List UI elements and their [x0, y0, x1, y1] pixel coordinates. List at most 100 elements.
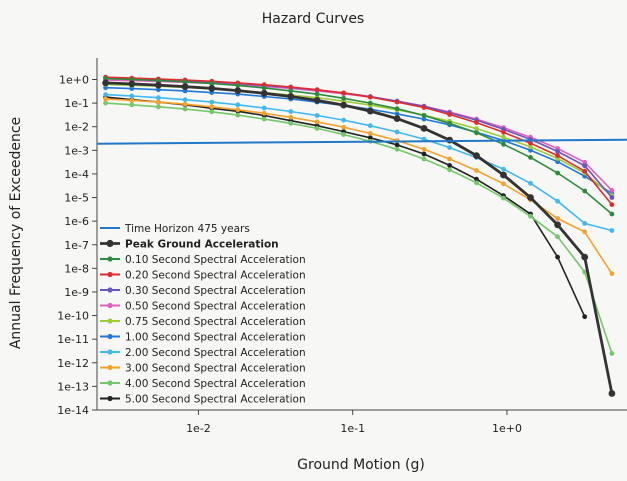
data-point	[555, 234, 560, 240]
y-tick-label: 1e-3	[64, 144, 89, 157]
data-point	[103, 96, 108, 102]
legend-marker	[107, 333, 113, 340]
data-point	[501, 166, 506, 172]
data-point	[288, 120, 294, 126]
data-point	[366, 107, 374, 115]
data-point	[447, 163, 452, 168]
data-point	[582, 168, 588, 174]
data-point	[128, 80, 136, 88]
data-point	[156, 78, 161, 83]
data-point	[582, 221, 588, 226]
data-point	[447, 112, 452, 117]
data-point	[528, 180, 533, 186]
data-point	[421, 146, 427, 152]
data-point	[103, 76, 108, 81]
data-point	[181, 83, 189, 90]
chart-title: Hazard Curves	[262, 11, 364, 27]
legend-label: 1.00 Second Spectral Acceleration	[125, 332, 306, 344]
data-point	[155, 81, 162, 89]
data-point	[288, 114, 294, 120]
y-tick-label: 1e-2	[64, 121, 89, 134]
data-point	[394, 146, 400, 152]
data-point	[501, 129, 506, 135]
data-point	[209, 81, 215, 86]
data-point	[156, 95, 161, 101]
data-point	[421, 116, 427, 122]
data-point	[367, 100, 373, 106]
data-point	[394, 106, 400, 112]
legend-marker	[107, 318, 113, 324]
data-point	[261, 116, 267, 122]
data-point	[609, 271, 615, 276]
y-tick-label: 1e-6	[64, 215, 89, 228]
y-axis-title: Annual Frequency of Exceedence	[8, 117, 24, 349]
y-tick-label: 1e-7	[64, 239, 89, 252]
legend-label: 0.30 Second Spectral Acceleration	[125, 285, 306, 297]
legend-marker	[107, 380, 113, 386]
data-point	[129, 77, 135, 82]
x-tick-label: 1e+0	[492, 422, 522, 435]
data-point	[341, 95, 346, 101]
data-point	[500, 171, 507, 179]
data-point	[129, 102, 135, 108]
data-point	[314, 113, 320, 118]
data-point	[394, 111, 400, 117]
data-point	[209, 109, 215, 115]
data-point	[235, 102, 241, 108]
data-point	[501, 134, 506, 140]
data-point	[609, 228, 615, 233]
time-horizon-line	[96, 138, 627, 145]
data-point	[129, 93, 135, 99]
series-line	[105, 77, 613, 215]
data-point	[129, 98, 135, 103]
data-point	[156, 99, 161, 105]
data-point	[156, 87, 161, 93]
data-point	[367, 94, 373, 100]
data-point	[528, 144, 533, 150]
data-point	[420, 124, 428, 132]
data-point	[582, 188, 588, 194]
data-point	[609, 195, 615, 200]
legend-label: 2.00 Second Spectral Acceleration	[125, 347, 306, 359]
data-point	[261, 85, 267, 91]
y-tick-label: 1e-5	[64, 192, 89, 205]
data-point	[421, 151, 427, 157]
data-point	[421, 105, 427, 110]
series-line	[105, 81, 614, 394]
series-line	[105, 93, 613, 232]
legend-marker	[107, 287, 113, 293]
data-point	[394, 99, 400, 105]
data-point	[555, 153, 560, 159]
data-point	[474, 130, 479, 136]
x-tick-label: 1e-1	[340, 422, 365, 435]
y-tick-label: 1e-13	[57, 380, 89, 393]
legend-marker	[107, 256, 113, 262]
data-point	[609, 188, 615, 193]
data-point	[474, 120, 479, 125]
data-point	[608, 390, 616, 397]
y-tick-label: 1e-12	[57, 357, 89, 370]
data-point	[235, 112, 241, 118]
data-point	[421, 113, 427, 118]
data-point	[609, 351, 615, 356]
data-point	[501, 141, 506, 147]
legend-marker	[107, 271, 113, 278]
data-point	[103, 85, 108, 91]
data-point	[182, 101, 188, 107]
legend-label: Time Horizon 475 years	[124, 223, 250, 235]
data-point	[394, 129, 400, 135]
data-point	[287, 93, 295, 100]
data-point	[528, 140, 533, 146]
data-point	[609, 211, 615, 217]
data-point	[182, 106, 188, 112]
data-point	[314, 125, 320, 131]
y-tick-label: 1e-4	[64, 168, 89, 181]
data-point	[261, 105, 267, 111]
data-point	[447, 156, 452, 162]
data-point	[582, 314, 588, 320]
y-tick-label: 1e-14	[57, 404, 89, 417]
data-point	[288, 84, 294, 90]
data-point	[129, 86, 135, 91]
data-point	[313, 97, 321, 104]
data-point	[367, 123, 373, 129]
